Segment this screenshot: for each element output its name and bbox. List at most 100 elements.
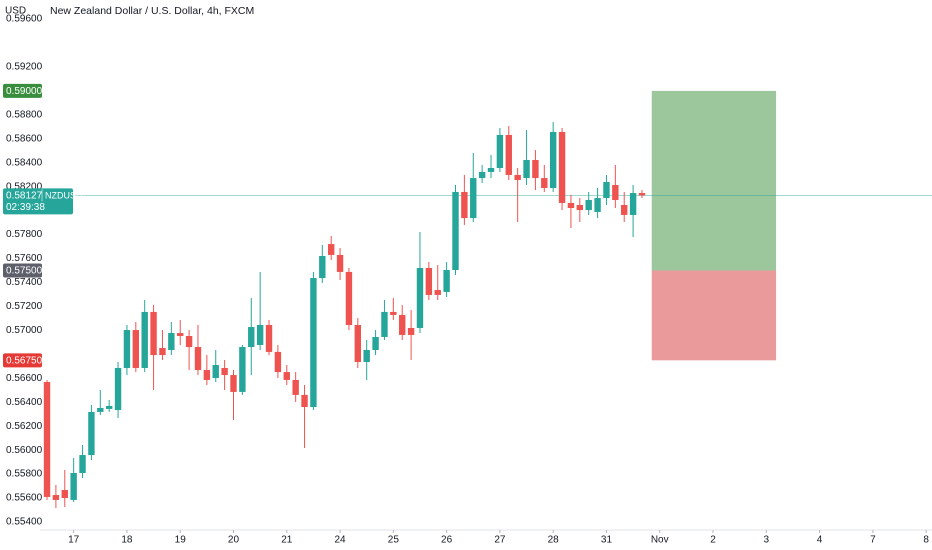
candle-body [43,381,51,497]
candle-body [372,336,379,351]
candle-body [496,134,504,169]
candle-body [168,333,175,351]
candle-body [221,367,228,376]
candle-body [345,271,353,325]
x-tick-label: 3 [764,535,770,546]
candle-body [301,394,308,408]
candle-body [105,405,113,409]
candle-body [594,198,601,212]
candle-body [292,379,299,395]
y-tick-label: 0.58800 [6,109,43,120]
candle-body [425,267,433,295]
price-badge [3,353,42,368]
candle-body [79,455,86,474]
candle-body [256,324,264,345]
candle-body [239,347,246,392]
candle-body [416,267,424,328]
candle-body [52,495,60,500]
candle-body [638,193,646,196]
candle-body [585,199,592,211]
x-tick-label: 31 [601,535,613,546]
candle-body [319,256,326,279]
candle-body [612,185,619,200]
x-tick-label: Nov [651,535,669,546]
x-tick-label: 4 [817,535,823,546]
candle-body [434,290,441,295]
x-tick-label: 25 [388,535,400,546]
candle-body [132,330,140,368]
last-price-label: 0.58127 [6,191,43,202]
price-badge [3,263,42,278]
candle-body [123,330,131,368]
y-tick-label: 0.59200 [6,62,43,73]
x-tick-label: 7 [870,535,876,546]
candle-body [470,178,477,219]
candle-body [97,407,104,412]
currency-label: USD [5,6,26,17]
y-tick-label: 0.57800 [6,229,43,240]
candle-body [567,202,575,209]
last-price-badge [3,188,73,215]
x-tick-label: 8 [923,535,929,546]
price-badge-label: 0.59000 [6,86,43,97]
candle-body [407,327,415,335]
y-tick-label: 0.55400 [6,517,43,528]
candle-body [549,131,557,189]
loss-zone [651,270,777,361]
x-tick-label: 26 [441,535,453,546]
candle-body [558,131,566,203]
candle-body [310,278,317,408]
price-badge-label: 0.56750 [6,355,43,366]
candle-body [541,178,548,189]
x-tick-label: 17 [68,535,80,546]
y-tick-label: 0.56200 [6,421,43,432]
candle-body [629,193,637,215]
x-tick-label: 18 [121,535,133,546]
y-tick-label: 0.56400 [6,397,43,408]
candle-body [576,205,584,211]
x-tick-label: 27 [494,535,506,546]
y-tick-label: 0.55800 [6,469,43,480]
candle-body [478,171,486,179]
candle-body [461,191,468,219]
profit-zone [651,90,777,271]
price-badge-label: 0.57500 [6,266,43,277]
candle-body [399,314,406,335]
candle-body [354,324,362,362]
candle-body [327,244,335,255]
y-tick-label: 0.55600 [6,493,43,504]
candle-body [88,411,95,456]
candle-body [230,375,237,392]
countdown-label: 02:39:38 [6,202,45,213]
candle-body [621,205,628,215]
candle-body [363,350,370,362]
candle-body [203,370,211,380]
candle-body [150,311,157,356]
x-tick-label: 21 [281,535,293,546]
x-tick-label: 28 [548,535,560,546]
y-tick-label: 0.57200 [6,301,43,312]
x-tick-label: 20 [228,535,240,546]
y-tick-label: 0.57400 [6,277,43,288]
candle-body [505,134,512,175]
candle-body [532,159,539,179]
y-tick-label: 0.56600 [6,373,43,384]
candle-body [70,473,77,500]
y-tick-label: 0.58600 [6,133,43,144]
symbol-label: NZDUSD [45,190,83,200]
candle-body [248,327,255,348]
candle-body [381,311,388,337]
candle-body [274,351,282,373]
price-badge [3,83,42,98]
candle-body [159,347,166,356]
candle-body [336,254,344,272]
candle-body [390,311,397,315]
y-tick-label: 0.58200 [6,181,43,192]
candle-body [443,270,450,292]
candle-body [212,364,219,379]
y-tick-label: 0.59600 [6,14,43,25]
x-tick-label: 24 [334,535,346,546]
y-tick-label: 0.58400 [6,157,43,168]
